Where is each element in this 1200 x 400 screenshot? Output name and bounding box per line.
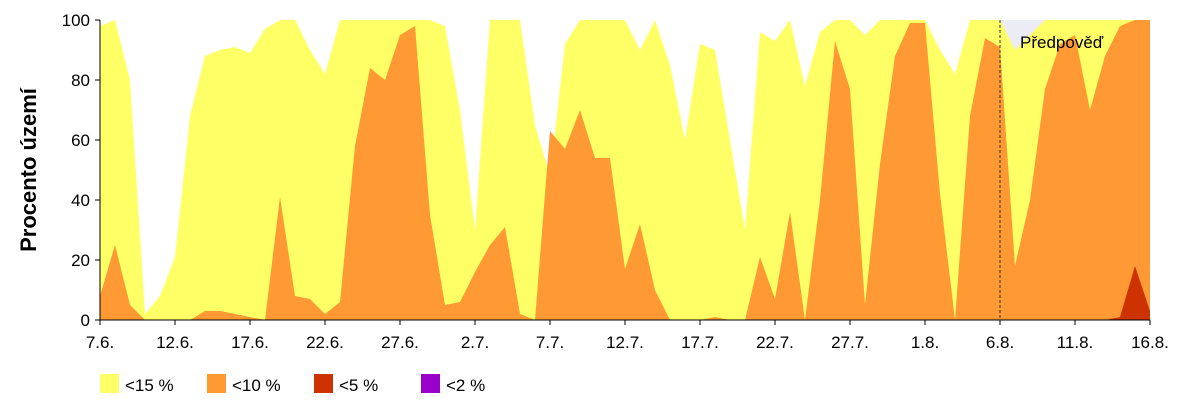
- legend-swatch-3: [421, 374, 440, 393]
- legend-swatch-0: [100, 374, 119, 393]
- x-tick-label-13: 11.8.: [1057, 333, 1094, 352]
- x-tick-label-1: 12.6.: [156, 333, 194, 352]
- x-tick-label-3: 22.6.: [306, 333, 344, 352]
- y-tick-label-60: 60: [71, 131, 90, 150]
- y-tick-label-20: 20: [71, 251, 90, 270]
- y-tick-label-0: 0: [81, 311, 90, 330]
- y-axis-title: Procento území: [16, 87, 41, 252]
- legend-label-2: <5 %: [339, 376, 378, 395]
- legend-swatch-2: [314, 374, 333, 393]
- ticks: 0 20 40 60 80 100 7.6. 12.6. 17.6. 22.6. 27.6. 2.7.…: [62, 11, 1169, 352]
- x-tick-label-11: 1.8.: [911, 333, 939, 352]
- x-tick-label-2: 17.6.: [231, 333, 269, 352]
- y-tick-label-80: 80: [71, 71, 90, 90]
- x-tick-label-6: 7.7.: [536, 333, 564, 352]
- legend-label-0: <15 %: [125, 376, 174, 395]
- y-tick-label-40: 40: [71, 191, 90, 210]
- x-tick-label-4: 27.6.: [381, 333, 419, 352]
- x-tick-label-9: 22.7.: [756, 333, 794, 352]
- series-areas: [100, 20, 1150, 320]
- x-tick-label-7: 12.7.: [606, 333, 644, 352]
- x-tick-label-8: 17.7.: [681, 333, 719, 352]
- legend-label-3: <2 %: [446, 376, 485, 395]
- series-area-1: [100, 20, 1150, 320]
- x-tick-label-14: 16.8.: [1131, 333, 1169, 352]
- legend: <15 % <10 % <5 % <2 %: [100, 374, 485, 395]
- legend-swatch-1: [207, 374, 226, 393]
- x-tick-label-12: 6.8.: [986, 333, 1014, 352]
- x-tick-label-0: 7.6.: [86, 333, 114, 352]
- x-tick-label-10: 27.7.: [831, 333, 869, 352]
- x-tick-label-5: 2.7.: [461, 333, 489, 352]
- legend-label-1: <10 %: [232, 376, 281, 395]
- y-tick-label-100: 100: [62, 11, 90, 30]
- forecast-label: Předpověď: [1020, 33, 1104, 52]
